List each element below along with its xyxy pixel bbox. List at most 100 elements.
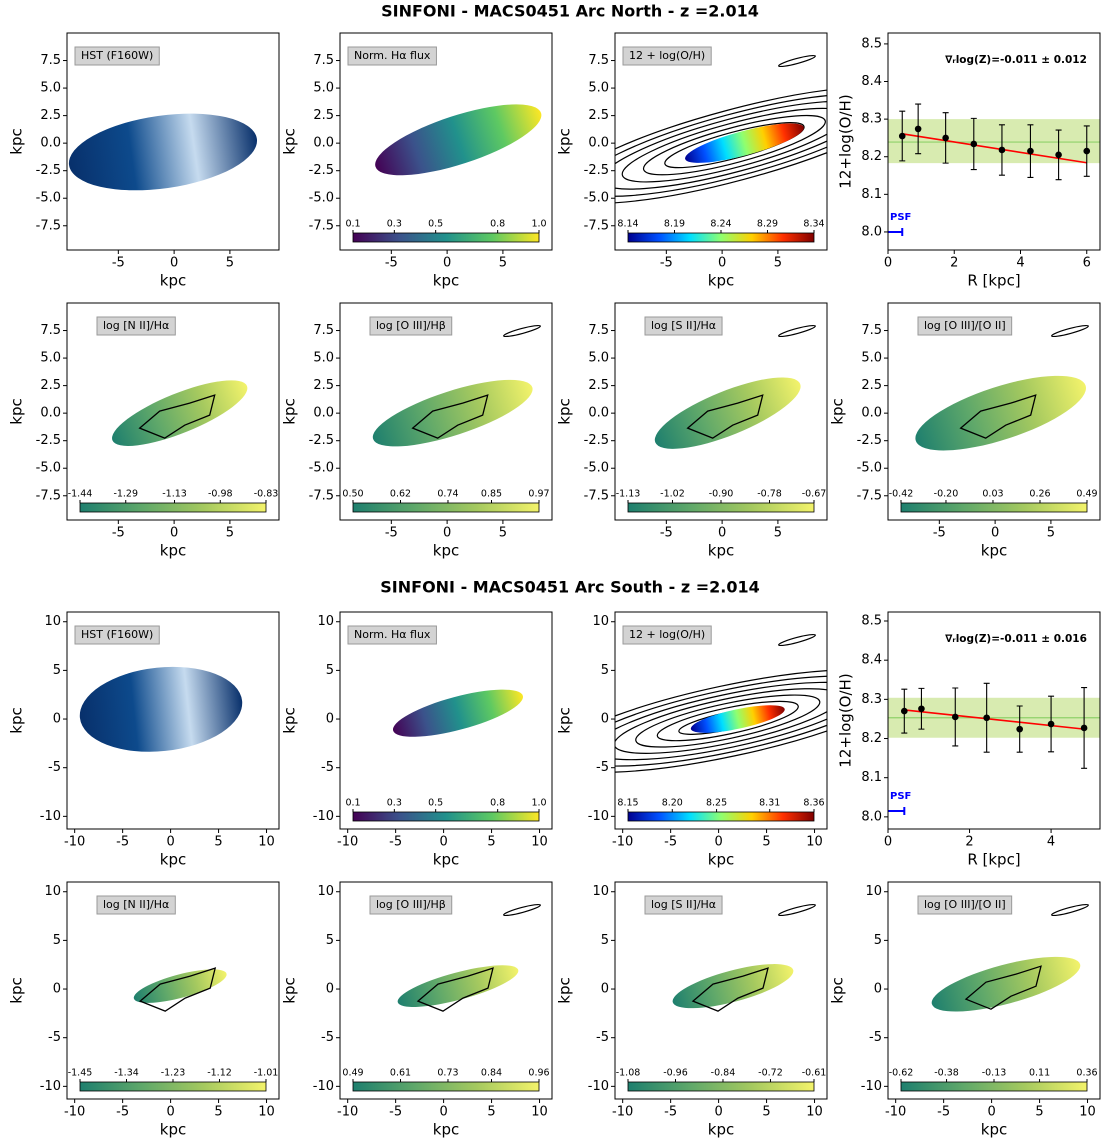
colorbar-tick-label: 0.62: [390, 489, 411, 500]
axes-frame: [614, 881, 828, 1100]
y-axis-label: kpc: [556, 977, 574, 1003]
panel-label: log [O III]/Hβ: [376, 898, 446, 911]
colorbar-tick-label: -0.67: [802, 489, 827, 500]
y-tick-label: 7.5: [861, 323, 882, 338]
panel-label: HST (F160W): [81, 49, 153, 62]
y-tick-label: -10: [40, 809, 61, 824]
colorbar: [352, 502, 540, 513]
colorbar-tick-label: -0.96: [663, 1068, 688, 1079]
contour: [615, 86, 827, 205]
x-tick-label: 0: [991, 526, 999, 541]
contour: [615, 100, 827, 190]
contour: [416, 967, 494, 1012]
colorbar-tick-label: 0.96: [528, 1068, 549, 1079]
axes-frame: [339, 302, 553, 521]
x-tick-label: 5: [774, 256, 782, 271]
y-axis-label: 12+log(O/H): [837, 673, 855, 767]
y-tick-label: -10: [588, 809, 609, 824]
axes-frame: [614, 32, 828, 251]
map-image: [372, 379, 533, 447]
axes-frame: [66, 32, 280, 251]
y-tick-label: 10: [317, 614, 334, 629]
map-image: [690, 705, 785, 733]
colorbar-tick-label: -1.13: [162, 489, 187, 500]
x-tick-label: 5: [226, 256, 234, 271]
y-axis-label: kpc: [281, 707, 299, 733]
colorbar-tick-label: 0.50: [342, 489, 363, 500]
y-tick-label: 2.5: [588, 108, 609, 123]
panel-label: Norm. Hα flux: [354, 49, 431, 62]
colorbar-tick-label: -1.34: [114, 1068, 139, 1079]
x-tick-label: 2: [950, 256, 958, 271]
y-tick-label: -2.5: [857, 433, 882, 448]
x-tick-label: 0: [714, 835, 722, 850]
y-axis-label: kpc: [8, 398, 26, 424]
colorbar-tick-label: 0.74: [437, 489, 458, 500]
x-tick-label: 0: [718, 526, 726, 541]
x-tick-label: 10: [531, 1105, 548, 1120]
plot-area: [372, 324, 541, 447]
x-tick-label: 4: [1047, 835, 1055, 850]
y-tick-label: -7.5: [584, 488, 609, 503]
x-axis-label: kpc: [160, 851, 186, 869]
axes-frame: [339, 611, 553, 830]
colorbar-tick-label: 8.24: [710, 219, 731, 230]
x-tick-label: 0: [718, 256, 726, 271]
y-axis-label: kpc: [281, 977, 299, 1003]
y-tick-label: 2.5: [40, 378, 61, 393]
map-image: [931, 956, 1081, 1012]
psf-label: PSF: [890, 791, 911, 802]
contour: [686, 394, 764, 439]
label-box: [917, 316, 1013, 336]
colorbar-tick-label: 8.29: [757, 219, 778, 230]
y-tick-label: 0.0: [313, 136, 334, 151]
axes-frame: [887, 611, 1101, 830]
figure-title: SINFONI - MACS0451 Arc North - z =2.014: [381, 2, 759, 21]
x-tick-label: 10: [1079, 1105, 1096, 1120]
colorbar: [627, 1081, 815, 1092]
y-tick-label: 8.2: [861, 731, 882, 746]
x-tick-label: 0: [714, 1105, 722, 1120]
y-tick-label: 7.5: [588, 53, 609, 68]
label-box: [917, 895, 1013, 915]
colorbar-tick-label: -1.08: [616, 1068, 641, 1079]
colorbar-tick-label: 0.49: [342, 1068, 363, 1079]
axes-frame: [887, 32, 1101, 251]
y-tick-label: -2.5: [36, 163, 61, 178]
colorbar-tick-label: -0.38: [934, 1068, 959, 1079]
panel-label: 12 + log(O/H): [629, 49, 705, 62]
panel-label: log [N II]/Hα: [103, 319, 169, 332]
x-tick-label: -10: [64, 835, 85, 850]
y-tick-label: 2.5: [313, 108, 334, 123]
colorbar-tick-label: 0.85: [481, 489, 502, 500]
y-tick-label: 7.5: [40, 323, 61, 338]
colorbar-tick-label: 0.5: [428, 219, 443, 230]
x-tick-label: -5: [116, 1105, 129, 1120]
contour: [615, 669, 827, 773]
colorbar-tick-label: -0.13: [982, 1068, 1007, 1079]
y-tick-label: 7.5: [588, 323, 609, 338]
colorbar-tick-label: 0.49: [1076, 489, 1097, 500]
axes-frame: [887, 881, 1101, 1100]
y-tick-label: 10: [44, 614, 61, 629]
colorbar-tick-label: 8.34: [803, 219, 824, 230]
colorbar-tick-label: -0.42: [889, 489, 914, 500]
x-tick-label: 0: [170, 256, 178, 271]
colorbar-tick-label: 1.0: [531, 219, 546, 230]
y-tick-label: 10: [592, 614, 609, 629]
x-tick-label: 5: [774, 526, 782, 541]
map-image: [79, 666, 243, 752]
x-tick-label: 10: [531, 835, 548, 850]
y-tick-label: 0.0: [861, 406, 882, 421]
fit-line: [904, 709, 1085, 730]
plot-area: [931, 903, 1089, 1012]
y-tick-label: -2.5: [309, 433, 334, 448]
x-tick-label: -10: [612, 835, 633, 850]
contour: [138, 394, 216, 439]
panel: log [N II]/Hα -1.45 -1.34 -1.23 -1.12 -1.01 -1…: [8, 881, 280, 1139]
y-tick-label: -5.0: [584, 191, 609, 206]
data-point: [1016, 725, 1023, 733]
plot-area: [68, 113, 258, 191]
axes-frame: [339, 881, 553, 1100]
y-tick-label: 5.0: [588, 351, 609, 366]
